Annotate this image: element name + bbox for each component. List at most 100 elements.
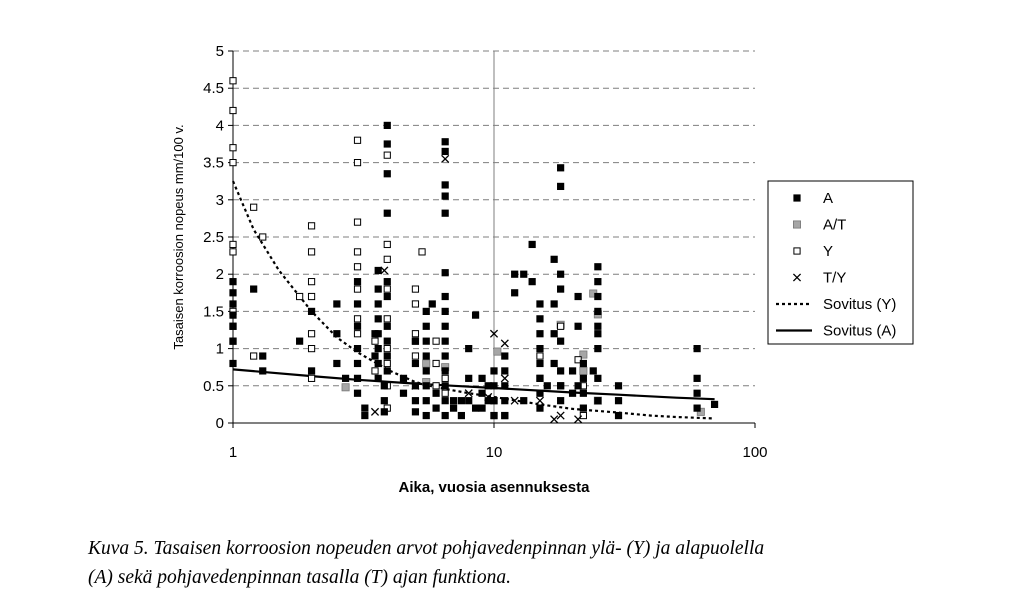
point-a-146 — [594, 322, 602, 330]
point-a-7 — [250, 285, 258, 293]
point-a-96 — [490, 367, 498, 375]
point-y-17 — [307, 330, 316, 338]
point-y-36 — [383, 359, 391, 368]
point-y-2 — [229, 144, 237, 152]
point-a-t-11 — [696, 407, 705, 416]
legend-swatch-a-t — [793, 220, 802, 229]
point-a-97 — [490, 382, 498, 390]
y-tick-label-2: 1 — [216, 341, 224, 358]
point-a-50 — [399, 389, 408, 397]
x-tick-label-1: 10 — [486, 444, 503, 461]
point-a-3 — [229, 311, 237, 319]
point-a-117 — [536, 389, 544, 397]
point-a-37 — [380, 397, 388, 405]
point-a-120 — [550, 255, 558, 263]
point-y-19 — [307, 374, 316, 382]
point-a-137 — [579, 359, 587, 368]
point-a-t-0 — [341, 383, 350, 392]
point-y-18 — [307, 345, 316, 353]
point-a-118 — [536, 404, 544, 412]
point-a-75 — [441, 322, 449, 330]
point-a-73 — [441, 292, 449, 301]
point-y-30 — [383, 151, 391, 159]
point-a-1 — [229, 337, 237, 345]
legend-frame — [767, 180, 914, 345]
point-a-86 — [465, 345, 473, 353]
point-y-10 — [250, 352, 258, 360]
point-t-y-4 — [464, 389, 473, 398]
point-a-25 — [361, 411, 369, 420]
point-a-114 — [536, 345, 544, 353]
point-y-57 — [574, 356, 582, 364]
point-a-141 — [589, 367, 597, 375]
point-a-152 — [614, 397, 623, 405]
legend-label-t-y: T/Y — [823, 270, 846, 287]
legend: A A/T Y T/Y Sovitus (Y) Sovitus (A) — [767, 180, 914, 345]
point-a-60 — [422, 367, 430, 375]
legend-label-y: Y — [823, 243, 833, 260]
point-a-157 — [693, 404, 701, 412]
point-a-t-7 — [579, 366, 588, 375]
y-tick-label-7: 3.5 — [203, 155, 224, 172]
point-a-0 — [229, 359, 237, 368]
grid-lines — [233, 50, 755, 423]
point-a-43 — [383, 278, 391, 286]
point-y-41 — [411, 330, 420, 338]
point-y-26 — [353, 315, 362, 323]
point-y-15 — [307, 278, 316, 286]
point-a-132 — [568, 367, 577, 375]
point-a-79 — [441, 382, 449, 390]
point-a-136 — [574, 382, 582, 390]
point-a-125 — [557, 182, 565, 191]
y-tick-label-0: 0 — [216, 415, 224, 432]
point-y-3 — [229, 159, 237, 167]
point-a-148 — [594, 345, 602, 353]
figure-caption: Kuva 5. Tasaisen korroosion nopeuden arv… — [88, 534, 988, 592]
y-tick-label-4: 2 — [216, 266, 224, 283]
point-a-155 — [693, 374, 701, 382]
point-y-27 — [353, 330, 362, 338]
point-a-88 — [465, 397, 473, 405]
point-t-y-8 — [500, 374, 509, 383]
point-y-45 — [432, 337, 440, 345]
point-a-45 — [383, 322, 391, 330]
legend-label-a: A — [823, 190, 833, 207]
point-y-23 — [353, 248, 362, 256]
point-a-116 — [536, 374, 544, 382]
point-a-58 — [422, 337, 430, 345]
y-tick-label-1: 0.5 — [203, 378, 224, 395]
point-a-12 — [307, 367, 316, 375]
point-y-40 — [411, 300, 420, 308]
point-a-30 — [374, 300, 382, 308]
point-t-y-7 — [500, 339, 509, 348]
point-y-53 — [536, 352, 544, 360]
point-a-64 — [428, 300, 436, 308]
point-a-8 — [259, 352, 267, 360]
point-a-36 — [380, 382, 388, 390]
point-a-24 — [361, 404, 369, 412]
point-a-89 — [471, 311, 480, 319]
point-a-16 — [341, 374, 350, 382]
point-y-34 — [383, 315, 391, 323]
point-a-39 — [383, 121, 391, 129]
point-a-22 — [353, 374, 362, 382]
point-a-113 — [536, 330, 544, 338]
point-a-34 — [374, 359, 382, 368]
point-a-110 — [528, 278, 536, 286]
point-a-51 — [411, 337, 420, 345]
y-tick-label-9: 4.5 — [203, 80, 224, 97]
point-a-126 — [557, 270, 565, 278]
point-a-105 — [511, 270, 519, 278]
point-a-107 — [520, 270, 528, 278]
point-a-102 — [501, 382, 509, 390]
point-a-9 — [259, 367, 267, 375]
point-a-18 — [353, 300, 362, 308]
point-a-38 — [380, 408, 388, 416]
point-a-59 — [422, 352, 430, 360]
point-y-1 — [229, 106, 237, 115]
point-y-13 — [307, 222, 316, 230]
point-y-35 — [383, 345, 391, 353]
point-y-28 — [371, 337, 379, 345]
fit-lines — [231, 180, 715, 420]
point-a-151 — [614, 382, 623, 390]
